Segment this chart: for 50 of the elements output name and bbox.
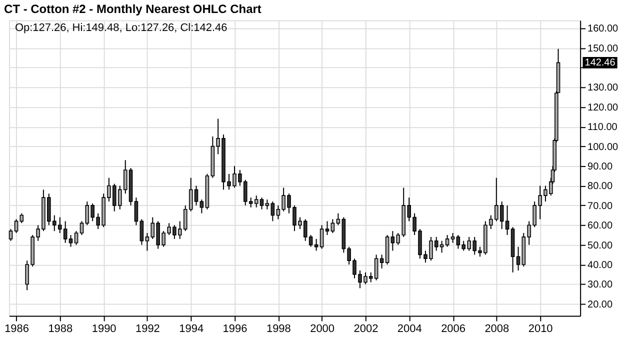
x-tick-label: 1986: [4, 323, 29, 336]
candlestick: [140, 218, 144, 246]
y-tick-label: 70.00: [588, 200, 613, 212]
candlestick: [516, 246, 520, 271]
x-tick-label: 1988: [48, 323, 73, 336]
y-tick-label: 30.00: [588, 280, 613, 291]
candlestick: [314, 238, 318, 252]
candlestick: [20, 212, 24, 224]
y-tick-label: 100.00: [588, 142, 618, 153]
candlestick: [325, 220, 330, 236]
candlestick: [450, 232, 455, 244]
y-tick-label: 20.00: [588, 299, 613, 310]
x-tick-label: 2006: [441, 323, 466, 336]
candlestick: [14, 218, 18, 234]
y-tick-label: 150.00: [588, 43, 618, 54]
y-tick-label: 120.00: [588, 102, 618, 114]
x-tick-label: 1996: [222, 323, 248, 336]
candlestick: [8, 228, 13, 242]
y-tick-label: 80.00: [588, 181, 613, 192]
y-tick-label: 130.00: [588, 82, 618, 94]
x-tick-label: 1992: [135, 323, 160, 336]
chart-title: CT - Cotton #2 - Monthly Nearest OHLC Chart: [4, 2, 262, 16]
y-tick-label: 110.00: [588, 122, 618, 134]
candlestick: [134, 197, 138, 226]
candlestick: [200, 199, 204, 214]
text: 142.46: [584, 58, 616, 69]
candlestick: [330, 218, 335, 234]
candlestick: [320, 224, 324, 250]
x-tick-label: 1994: [179, 323, 204, 336]
x-tick-label: 1990: [92, 323, 116, 336]
candlestick: [74, 230, 78, 246]
candlestick: [68, 234, 73, 248]
x-tick-label: 2010: [528, 323, 553, 336]
candlestick: [336, 212, 340, 226]
x-tick-label: 1998: [266, 323, 291, 336]
candlestick: [505, 204, 510, 236]
annotation: Op:127.26, Hi:149.48, Lo:127.26, Cl:142.46: [14, 22, 228, 34]
y-tick-label: 160.00: [588, 24, 618, 35]
candlestick: [270, 200, 275, 222]
y-tick-label: 50.00: [588, 240, 613, 252]
x-tick-label: 2004: [397, 323, 422, 336]
candlestick: [380, 254, 384, 269]
candlestick: [265, 199, 270, 210]
y-tick-label: 90.00: [588, 162, 613, 173]
x-tick-label: 2000: [310, 323, 335, 336]
x-tick-label: 2008: [484, 323, 510, 336]
y-tick-label: 60.00: [588, 220, 613, 232]
y-tick-label: 40.00: [588, 260, 613, 272]
candlestick: [445, 234, 450, 248]
x-tick-label: 2002: [354, 323, 378, 336]
